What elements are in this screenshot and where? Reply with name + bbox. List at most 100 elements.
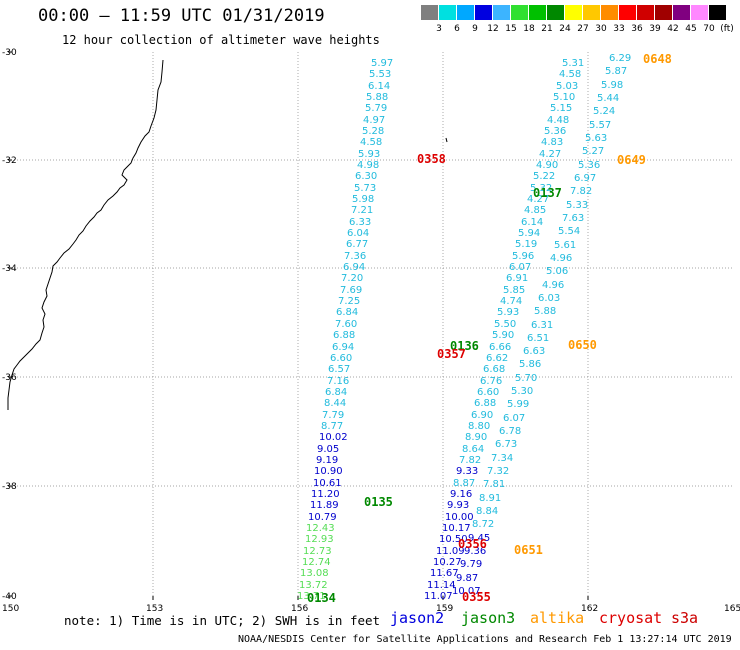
wave-height-value: 6.88 — [474, 398, 497, 409]
colorbar-label: 42 — [667, 24, 679, 34]
colorbar-swatch — [493, 5, 510, 20]
colorbar-label: 6 — [454, 24, 460, 34]
wave-height-value: 12.93 — [305, 534, 334, 545]
wave-height-value: 6.84 — [325, 387, 348, 398]
wave-height-value: 5.86 — [519, 359, 542, 370]
wave-height-value: 4.58 — [559, 69, 582, 80]
wave-height-value: 5.70 — [515, 373, 538, 384]
wave-height-value: 5.99 — [507, 399, 530, 410]
colorbar-swatch — [439, 5, 456, 20]
legend-s3a: s3a — [671, 609, 699, 627]
wave-height-value: 5.10 — [553, 92, 576, 103]
wave-height-value: 5.24 — [593, 106, 616, 117]
wave-height-value: 11.09 — [436, 546, 465, 557]
wave-height-value: 10.07 — [452, 586, 481, 597]
wave-height-value: 5.61 — [554, 240, 577, 251]
wave-height-value: 6.90 — [471, 410, 494, 421]
wave-height-value: 5.36 — [578, 160, 601, 171]
credit-line: NOAA/NESDIS Center for Satellite Applica… — [238, 634, 732, 645]
wave-height-value: 6.31 — [531, 320, 554, 331]
wave-height-value: 7.36 — [344, 251, 367, 262]
wave-height-value: 7.34 — [491, 453, 514, 464]
wave-height-value: 5.30 — [511, 386, 534, 397]
latitude-label: -38 — [2, 482, 17, 492]
colorbar-swatch — [475, 5, 492, 20]
wave-height-value: 4.48 — [547, 115, 570, 126]
wave-height-value: 6.33 — [349, 217, 372, 228]
wave-height-value: 8.91 — [479, 493, 502, 504]
pass-time-label: 0357 — [437, 347, 466, 361]
wave-height-value: 5.97 — [371, 58, 394, 69]
colorbar-label: 39 — [649, 24, 661, 34]
colorbar-label: 70 — [703, 24, 715, 34]
wave-height-value: 5.94 — [518, 228, 541, 239]
wave-height-value: 5.31 — [562, 58, 585, 69]
wave-height-value: 5.88 — [366, 92, 389, 103]
wave-height-value: 5.73 — [354, 183, 377, 194]
wave-height-value: 10.79 — [308, 512, 337, 523]
wave-height-value: 5.93 — [497, 307, 520, 318]
wave-height-value: 5.79 — [365, 103, 388, 114]
colorbar-swatch — [511, 5, 528, 20]
wave-height-value: 12.73 — [303, 546, 332, 557]
pass-time-label: 0648 — [643, 52, 672, 66]
wave-height-value: 7.20 — [341, 273, 364, 284]
wave-height-value: 4.58 — [360, 137, 383, 148]
wave-height-value: 6.91 — [506, 273, 529, 284]
wave-height-value: 9.16 — [450, 489, 473, 500]
wave-height-value: 6.03 — [538, 293, 561, 304]
wave-height-value: 8.77 — [321, 421, 344, 432]
wave-height-value: 8.80 — [468, 421, 491, 432]
wave-height-value: 9.79 — [460, 559, 483, 570]
wave-height-value: 6.29 — [609, 53, 632, 64]
wave-height-value: 5.90 — [492, 330, 515, 341]
wave-height-value: 5.36 — [544, 126, 567, 137]
wave-height-value: 6.51 — [527, 333, 550, 344]
wave-height-value: 5.57 — [589, 120, 612, 131]
latitude-label: -40 — [2, 592, 17, 602]
wave-height-value: 9.33 — [456, 466, 479, 477]
wave-height-value: 7.21 — [351, 205, 374, 216]
legend-cryosat: cryosat — [599, 609, 663, 627]
pass-time-label: 0355 — [462, 590, 491, 604]
wave-height-value: 6.73 — [495, 439, 518, 450]
wave-height-value: 8.90 — [465, 432, 488, 443]
wave-height-value: 5.98 — [601, 80, 624, 91]
wave-height-value: 6.14 — [368, 81, 391, 92]
wave-height-value: 9.36 — [464, 546, 487, 557]
wave-height-value: 6.63 — [523, 346, 546, 357]
wave-height-value: 6.97 — [574, 173, 597, 184]
wave-height-value: 5.50 — [494, 319, 517, 330]
wave-height-value: 7.16 — [327, 376, 350, 387]
wave-height-value: 6.60 — [330, 353, 353, 364]
colorbar-label: 45 — [685, 24, 697, 34]
pass-time-label: 0651 — [514, 543, 543, 557]
colorbar-swatch — [691, 5, 708, 20]
wave-height-value: 10.90 — [314, 466, 343, 477]
wave-height-value: 4.96 — [542, 280, 565, 291]
wave-height-value: 7.63 — [562, 213, 585, 224]
colorbar-swatch — [421, 5, 438, 20]
wave-height-value: 5.03 — [556, 81, 579, 92]
wave-height-value: 5.98 — [352, 194, 375, 205]
wave-height-value: 11.07 — [424, 591, 453, 602]
wave-height-value: 8.44 — [324, 398, 347, 409]
longitude-label: 165 — [724, 604, 740, 614]
colorbar-label: 36 — [631, 24, 643, 34]
legend-altika: altika — [530, 609, 585, 627]
wave-height-value: 6.57 — [328, 364, 351, 375]
latitude-label: -30 — [2, 48, 17, 58]
latitude-label: -32 — [2, 156, 17, 166]
wave-height-value: 6.77 — [346, 239, 369, 250]
wave-height-value: 11.14 — [427, 580, 456, 591]
colorbar-label: 27 — [577, 24, 589, 34]
wave-height-value: 4.83 — [541, 137, 564, 148]
wave-height-value: 5.54 — [558, 226, 581, 237]
wave-height-value: 6.76 — [480, 376, 503, 387]
wave-height-value: 11.20 — [311, 489, 340, 500]
colorbar-swatch — [655, 5, 672, 20]
wave-height-value: 4.97 — [363, 115, 386, 126]
wave-height-value: 9.87 — [456, 573, 479, 584]
wave-height-value: 5.06 — [546, 266, 569, 277]
